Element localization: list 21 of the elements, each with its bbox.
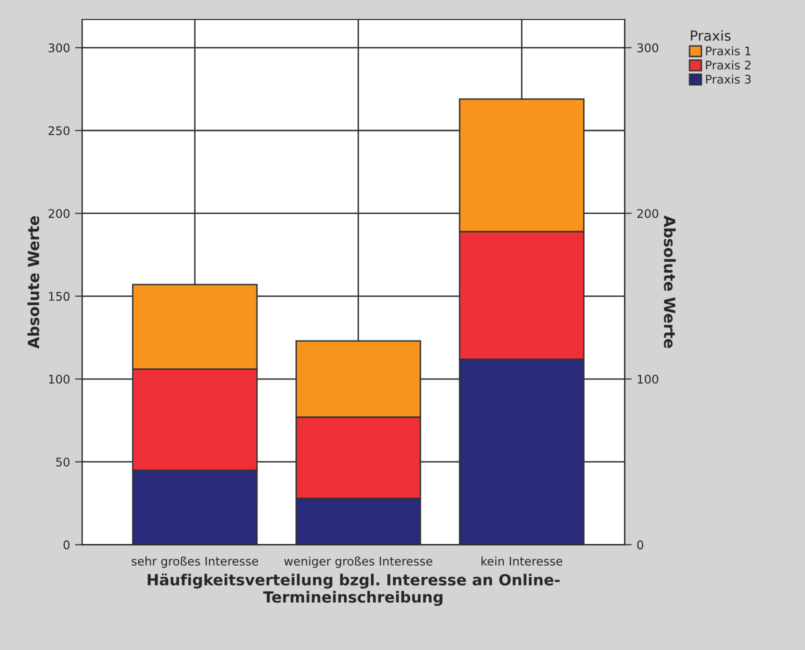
x-axis-title: Häufigkeitsverteilung bzgl. Interesse an Online- Termineinschreibung (148, 573, 560, 606)
y-tick-label: 100 (49, 374, 70, 384)
y-tick-label: 250 (48, 126, 70, 136)
legend-label: Praxis 1 (706, 46, 750, 56)
legend-label: Praxis 2 (706, 60, 750, 70)
y2-tick-label: 100 (638, 374, 658, 384)
x-tick-label: sehr großes Interesse (132, 556, 258, 568)
x-tick-label: weniger großes Interesse (284, 556, 432, 568)
y2-tick-label: 0 (637, 540, 644, 550)
x-tick-label: kein Interesse (482, 556, 562, 566)
y-tick-label: 150 (49, 292, 70, 301)
y-axis-title: Absolute Werte (27, 216, 40, 349)
legend-title: Praxis (690, 30, 731, 41)
y-tick-label: 300 (48, 43, 70, 52)
y-tick-label: 200 (48, 209, 70, 218)
y2-tick-label: 200 (637, 209, 658, 218)
y-tick-label: 50 (56, 458, 70, 467)
y2-tick-label: 300 (637, 43, 658, 52)
y-tick-label: 0 (64, 540, 70, 550)
y2-axis-title: Absolute Werte (664, 216, 676, 348)
legend-label: Praxis 3 (706, 74, 751, 84)
